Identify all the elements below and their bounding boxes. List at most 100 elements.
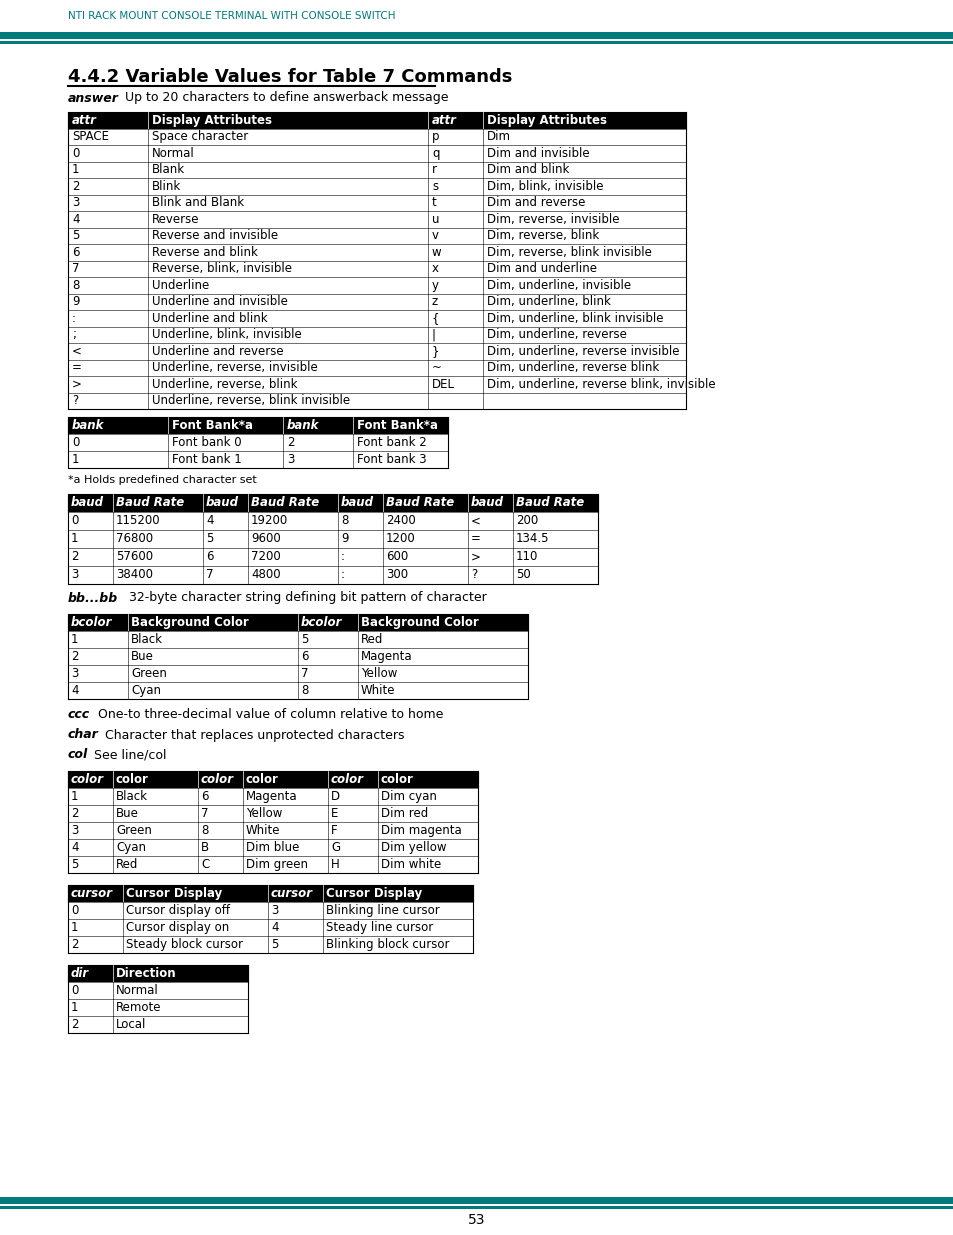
Text: Local: Local [116,1018,146,1031]
Bar [68,614,527,631]
Text: color: color [201,773,233,785]
Text: 2: 2 [71,939,78,951]
Text: 4: 4 [71,212,79,226]
Text: Underline and invisible: Underline and invisible [152,295,288,309]
Text: 53: 53 [468,1213,485,1228]
Bar [68,999,248,1016]
Text: 57600: 57600 [116,551,153,563]
Bar [68,393,685,409]
Bar [0,1207,953,1209]
Text: DEL: DEL [432,378,455,390]
Text: v: v [432,230,438,242]
Text: Reverse: Reverse [152,212,199,226]
Text: color: color [246,773,278,785]
Text: 4: 4 [271,921,278,934]
Text: Cursor display off: Cursor display off [126,904,230,918]
Text: <: < [71,345,82,358]
Text: 3: 3 [71,568,78,582]
Bar [68,294,685,310]
Text: 3: 3 [287,453,294,466]
Text: dir: dir [71,967,89,981]
Bar [68,856,477,873]
Text: Dim, underline, reverse blink, invisible: Dim, underline, reverse blink, invisible [486,378,715,390]
Text: Steady block cursor: Steady block cursor [126,939,243,951]
Bar [68,261,685,277]
Text: Dim red: Dim red [380,806,428,820]
Text: 2: 2 [71,551,78,563]
Text: Dim, underline, invisible: Dim, underline, invisible [486,279,631,291]
Text: char: char [68,729,99,741]
Text: 6: 6 [201,790,209,803]
Text: 5: 5 [301,634,308,646]
Bar [68,178,685,194]
Text: Dim, reverse, blink: Dim, reverse, blink [486,230,598,242]
Text: |: | [432,329,436,341]
Text: One-to three-decimal value of column relative to home: One-to three-decimal value of column rel… [94,709,443,721]
Text: Normal: Normal [116,984,158,997]
Text: =: = [471,532,480,546]
Text: Background Color: Background Color [360,616,478,629]
Text: Magenta: Magenta [246,790,297,803]
Text: 0: 0 [71,904,78,918]
Text: color: color [116,773,149,785]
Text: Underline: Underline [152,279,209,291]
Text: Up to 20 characters to define answerback message: Up to 20 characters to define answerback… [121,91,448,105]
Text: Normal: Normal [152,147,194,159]
Text: Font bank 3: Font bank 3 [356,453,426,466]
Text: Display Attributes: Display Attributes [486,114,606,127]
Text: 7: 7 [301,667,308,680]
Text: Reverse, blink, invisible: Reverse, blink, invisible [152,262,292,275]
Text: Cursor Display: Cursor Display [126,887,222,900]
Text: baud: baud [340,496,374,510]
Text: color: color [380,773,414,785]
Text: 1: 1 [71,163,79,177]
Bar [68,310,685,326]
Bar [68,112,685,128]
Text: Dim: Dim [486,130,511,143]
Text: bank: bank [71,419,105,432]
Text: 2: 2 [287,436,294,450]
Text: Black: Black [131,634,163,646]
Text: 0: 0 [71,436,79,450]
Text: 76800: 76800 [116,532,153,546]
Text: 5: 5 [71,230,79,242]
Text: Reverse and invisible: Reverse and invisible [152,230,278,242]
Bar [68,566,598,584]
Bar [68,648,527,664]
Text: 1: 1 [71,1002,78,1014]
Text: Dim and blink: Dim and blink [486,163,569,177]
Text: Font bank 1: Font bank 1 [172,453,241,466]
Text: 134.5: 134.5 [516,532,549,546]
Text: baud: baud [471,496,503,510]
Text: Dim, reverse, blink invisible: Dim, reverse, blink invisible [486,246,651,259]
Text: 2: 2 [71,1018,78,1031]
Bar [68,805,477,823]
Text: u: u [432,212,439,226]
Text: w: w [432,246,441,259]
Bar [68,144,685,162]
Text: 19200: 19200 [251,515,288,527]
Text: Background Color: Background Color [131,616,249,629]
Text: 5: 5 [206,532,213,546]
Text: Underline, blink, invisible: Underline, blink, invisible [152,329,301,341]
Text: 2: 2 [71,650,78,663]
Text: 0: 0 [71,984,78,997]
Text: 5: 5 [271,939,278,951]
Text: 4: 4 [206,515,213,527]
Bar [68,494,598,513]
Text: Blinking block cursor: Blinking block cursor [326,939,449,951]
Text: x: x [432,262,438,275]
Text: Baud Rate: Baud Rate [386,496,454,510]
Text: bcolor: bcolor [301,616,342,629]
Bar [68,359,685,375]
Bar [68,839,477,856]
Bar [68,982,248,999]
Text: s: s [432,180,437,193]
Text: Blink: Blink [152,180,181,193]
Text: >: > [71,378,82,390]
Bar [68,788,477,805]
Text: Dim, underline, reverse blink: Dim, underline, reverse blink [486,362,659,374]
Text: cursor: cursor [71,887,112,900]
Text: E: E [331,806,338,820]
Text: p: p [432,130,439,143]
